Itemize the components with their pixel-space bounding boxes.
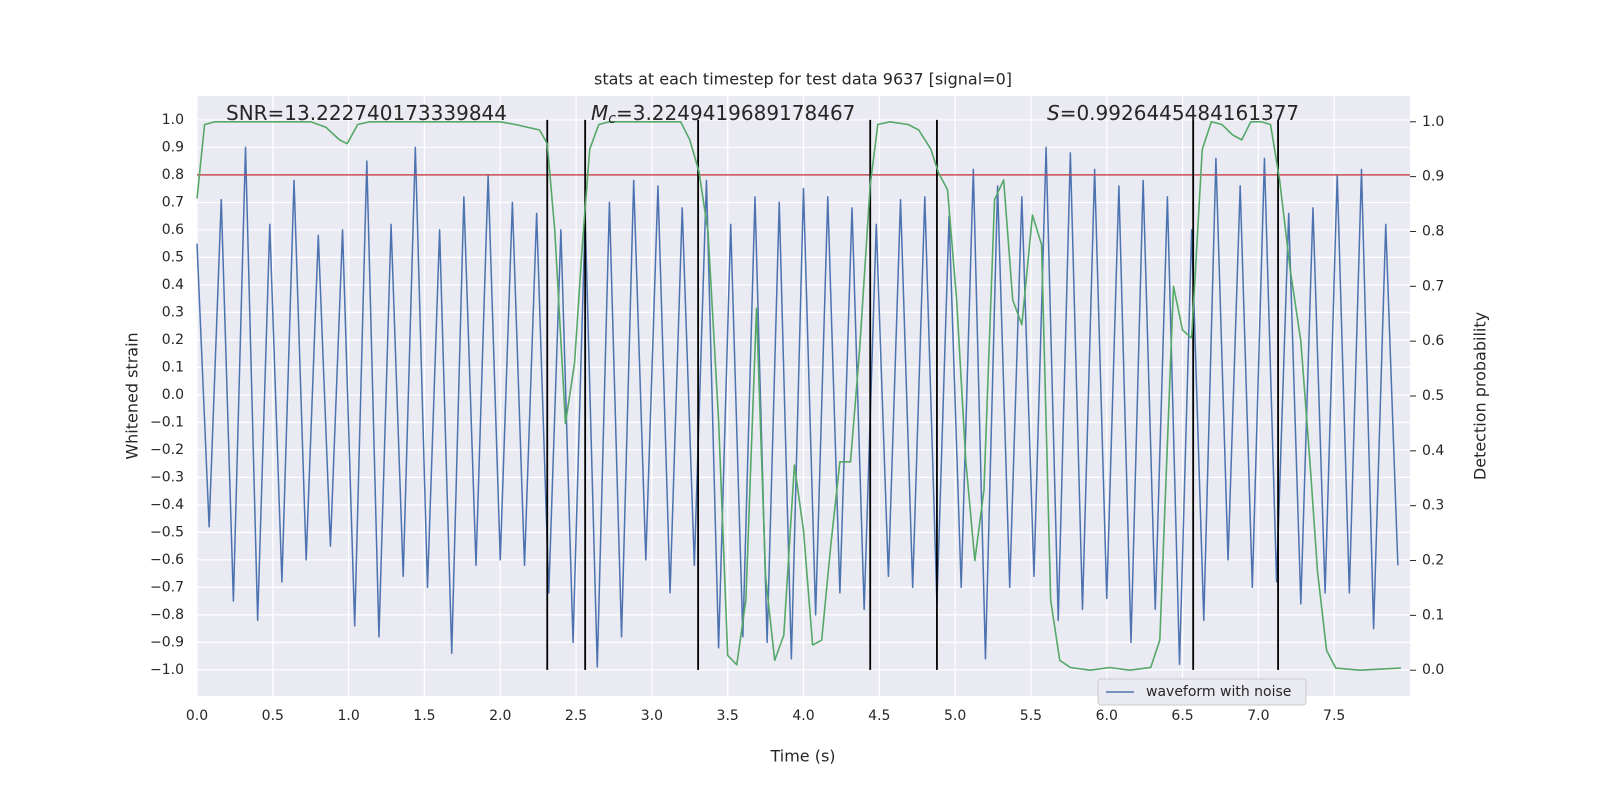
y-tick-label: −0.5 — [150, 524, 184, 540]
x-axis-label: Time (s) — [769, 747, 835, 766]
annotation: Mc=3.2249419689178467 — [591, 101, 855, 128]
y-tick-label: 0.1 — [162, 359, 184, 375]
y-tick-label: −0.2 — [150, 442, 184, 458]
x-tick-label: 6.0 — [1096, 708, 1118, 724]
y2-axis-label: Detection probability — [1471, 312, 1490, 480]
x-tick-label: 5.5 — [1020, 708, 1042, 724]
y-tick-label: −0.6 — [150, 552, 184, 568]
y-tick-label: 0.4 — [162, 277, 184, 293]
y-tick-label: 0.5 — [162, 249, 184, 265]
x-tick-label: 4.0 — [792, 708, 814, 724]
chart-title: stats at each timestep for test data 963… — [594, 70, 1012, 89]
annotation: SNR=13.222740173339844 — [226, 101, 507, 125]
y-tick-label: 0.0 — [162, 387, 184, 403]
x-tick-label: 3.5 — [717, 708, 739, 724]
x-tick-label: 0.0 — [186, 708, 208, 724]
y2-tick-label: 0.5 — [1422, 388, 1444, 404]
legend-box — [1097, 678, 1307, 706]
y-tick-label: −0.9 — [150, 634, 184, 650]
y-tick-label: 0.2 — [162, 332, 184, 348]
y-tick-label: 0.3 — [162, 304, 184, 320]
annotation-text: =0.9926445484161377 — [1060, 101, 1299, 125]
x-tick-label: 3.0 — [641, 708, 663, 724]
y-tick-label: −0.8 — [150, 607, 184, 623]
y-tick-label: 1.0 — [162, 112, 184, 128]
legend-label: waveform with noise — [1146, 684, 1291, 700]
annotation-symbol: S — [1047, 101, 1060, 125]
annotation-text: SNR=13.222740173339844 — [226, 101, 507, 125]
x-tick-label: 7.5 — [1323, 708, 1345, 724]
x-tick-label: 2.0 — [489, 708, 511, 724]
annotation: S=0.9926445484161377 — [1047, 101, 1299, 125]
x-tick-label: 1.0 — [337, 708, 359, 724]
y-tick-label: −0.4 — [150, 497, 184, 513]
y-tick-label: −0.7 — [150, 579, 184, 595]
y-axis-label: Whitened strain — [123, 332, 142, 459]
y2-tick-label: 0.6 — [1422, 333, 1444, 349]
y2-tick-label: 0.4 — [1422, 443, 1444, 459]
x-tick-label: 4.5 — [868, 708, 890, 724]
x-tick-label: 7.0 — [1247, 708, 1269, 724]
x-tick-label: 6.5 — [1171, 708, 1193, 724]
y-tick-label: 0.7 — [162, 194, 184, 210]
y2-tick-label: 0.3 — [1422, 498, 1444, 514]
annotation-text: =3.2249419689178467 — [616, 101, 855, 125]
series-line — [196, 146, 1399, 668]
y2-tick-label: 0.0 — [1422, 662, 1444, 678]
annotation-symbol: M — [591, 101, 608, 125]
y2-tick-label: 0.7 — [1422, 278, 1444, 294]
y-tick-label: −1.0 — [150, 662, 184, 678]
series-line — [196, 120, 1401, 672]
annotation-subscript: c — [608, 111, 616, 127]
y2-tick-label: 0.2 — [1422, 553, 1444, 569]
y-tick-label: 0.8 — [162, 167, 184, 183]
y-tick-label: −0.1 — [150, 414, 184, 430]
y-tick-label: −0.3 — [150, 469, 184, 485]
x-tick-label: 2.5 — [565, 708, 587, 724]
y2-tick-label: 1.0 — [1422, 114, 1444, 130]
x-tick-label: 0.5 — [262, 708, 284, 724]
y2-tick-label: 0.1 — [1422, 607, 1444, 623]
x-tick-label: 5.0 — [944, 708, 966, 724]
y-tick-label: 0.6 — [162, 222, 184, 238]
y2-tick-label: 0.9 — [1422, 169, 1444, 185]
x-tick-label: 1.5 — [413, 708, 435, 724]
y-tick-label: 0.9 — [162, 139, 184, 155]
y2-tick-label: 0.8 — [1422, 223, 1444, 239]
